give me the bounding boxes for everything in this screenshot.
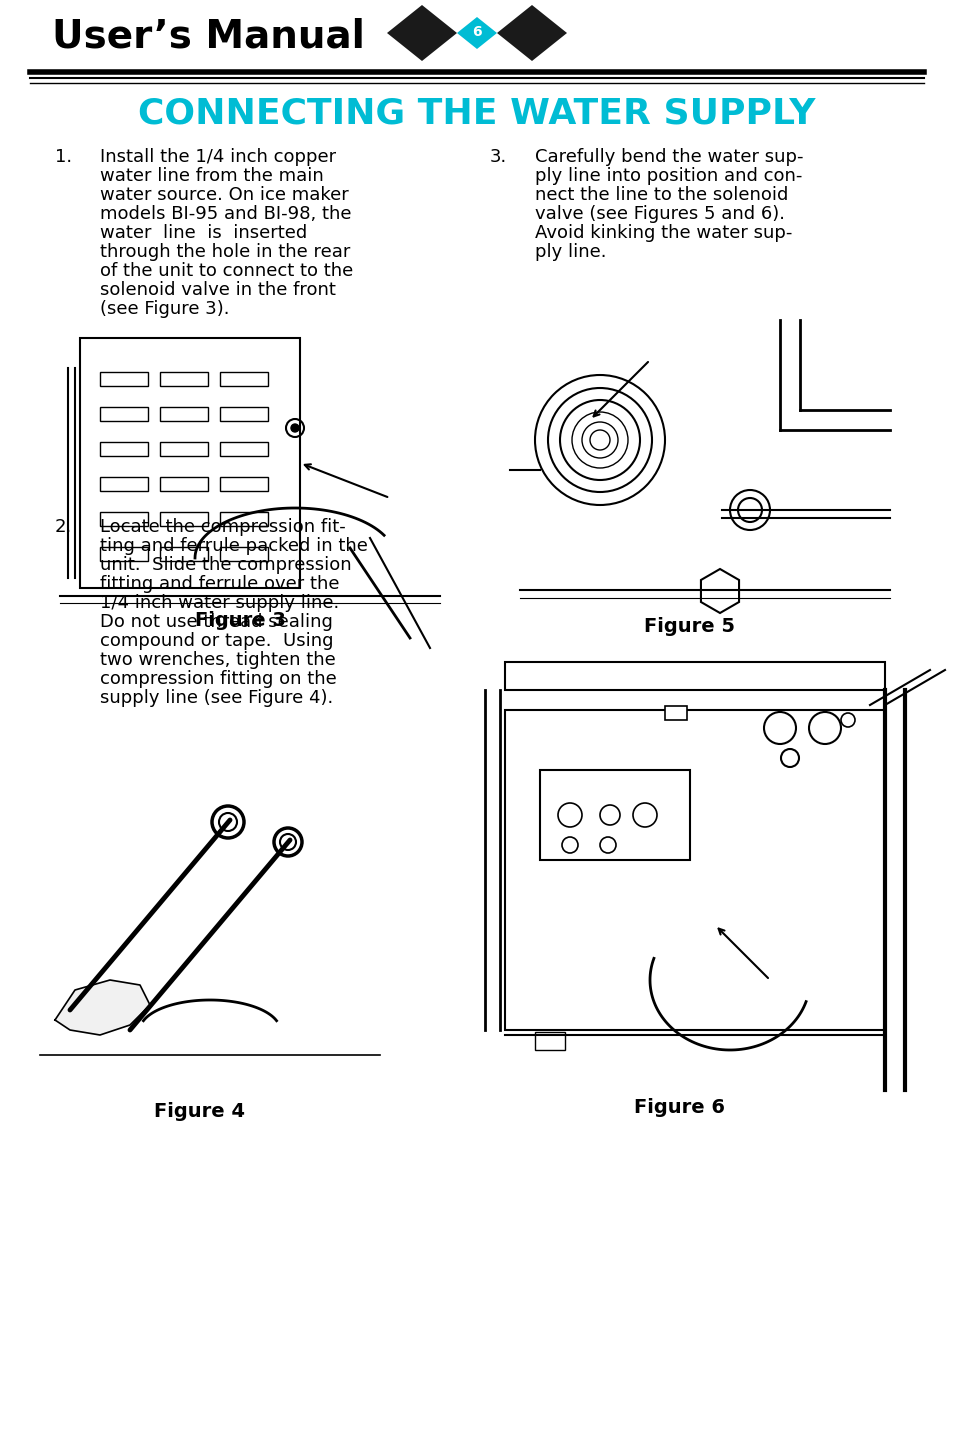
Bar xyxy=(100,406,148,421)
Bar xyxy=(535,1032,564,1050)
Bar xyxy=(539,770,689,860)
Text: Avoid kinking the water sup-: Avoid kinking the water sup- xyxy=(535,225,792,242)
Text: 6: 6 xyxy=(472,24,481,39)
Text: Figure 3: Figure 3 xyxy=(194,611,285,630)
Text: compound or tape.  Using: compound or tape. Using xyxy=(100,633,334,650)
Text: water source. On ice maker: water source. On ice maker xyxy=(100,186,349,205)
Text: nect the line to the solenoid: nect the line to the solenoid xyxy=(535,186,787,205)
Text: 1/4 inch water supply line.: 1/4 inch water supply line. xyxy=(100,594,339,612)
Bar xyxy=(504,663,884,690)
Text: ting and ferrule packed in the: ting and ferrule packed in the xyxy=(100,537,368,555)
Text: two wrenches, tighten the: two wrenches, tighten the xyxy=(100,651,335,670)
Text: unit.  Slide the compression: unit. Slide the compression xyxy=(100,557,352,574)
Text: fitting and ferrule over the: fitting and ferrule over the xyxy=(100,575,339,592)
Bar xyxy=(160,477,208,491)
Bar xyxy=(80,338,299,588)
Text: solenoid valve in the front: solenoid valve in the front xyxy=(100,280,335,299)
Text: CONNECTING THE WATER SUPPLY: CONNECTING THE WATER SUPPLY xyxy=(138,97,815,132)
Bar xyxy=(100,512,148,527)
Text: ply line into position and con-: ply line into position and con- xyxy=(535,167,801,185)
Text: Do not use thread sealing: Do not use thread sealing xyxy=(100,612,333,631)
Text: ply line.: ply line. xyxy=(535,243,606,260)
Bar xyxy=(100,372,148,386)
Polygon shape xyxy=(700,570,739,612)
Text: of the unit to connect to the: of the unit to connect to the xyxy=(100,262,353,280)
Polygon shape xyxy=(721,897,778,946)
Text: Locate the compression fit-: Locate the compression fit- xyxy=(100,518,345,537)
Text: Carefully bend the water sup-: Carefully bend the water sup- xyxy=(535,147,802,166)
Bar xyxy=(220,442,268,456)
Polygon shape xyxy=(55,980,150,1035)
Text: Install the 1/4 inch copper: Install the 1/4 inch copper xyxy=(100,147,335,166)
Bar xyxy=(160,406,208,421)
Text: 2.: 2. xyxy=(55,518,72,537)
Text: supply line (see Figure 4).: supply line (see Figure 4). xyxy=(100,688,333,707)
Bar xyxy=(160,512,208,527)
Bar xyxy=(160,547,208,561)
Text: 3.: 3. xyxy=(490,147,507,166)
Text: through the hole in the rear: through the hole in the rear xyxy=(100,243,350,260)
Text: (see Figure 3).: (see Figure 3). xyxy=(100,301,230,318)
Bar xyxy=(220,547,268,561)
Bar xyxy=(220,512,268,527)
Text: models BI-95 and BI-98, the: models BI-95 and BI-98, the xyxy=(100,205,351,223)
Text: Figure 6: Figure 6 xyxy=(634,1098,724,1118)
Text: User’s Manual: User’s Manual xyxy=(52,19,364,56)
Text: valve (see Figures 5 and 6).: valve (see Figures 5 and 6). xyxy=(535,205,784,223)
Circle shape xyxy=(291,424,298,432)
Polygon shape xyxy=(387,4,456,62)
Bar xyxy=(100,547,148,561)
Bar xyxy=(220,372,268,386)
Text: water  line  is  inserted: water line is inserted xyxy=(100,225,307,242)
Text: water line from the main: water line from the main xyxy=(100,167,323,185)
Bar xyxy=(504,710,884,1030)
Bar xyxy=(100,442,148,456)
Bar xyxy=(160,372,208,386)
Bar xyxy=(664,705,686,720)
Text: Figure 5: Figure 5 xyxy=(644,617,735,635)
Text: Figure 4: Figure 4 xyxy=(154,1102,245,1120)
Text: 1.: 1. xyxy=(55,147,72,166)
Polygon shape xyxy=(497,4,566,62)
Bar xyxy=(220,406,268,421)
Text: compression fitting on the: compression fitting on the xyxy=(100,670,336,688)
Bar xyxy=(160,442,208,456)
Bar xyxy=(100,477,148,491)
Polygon shape xyxy=(456,17,497,49)
Bar xyxy=(220,477,268,491)
